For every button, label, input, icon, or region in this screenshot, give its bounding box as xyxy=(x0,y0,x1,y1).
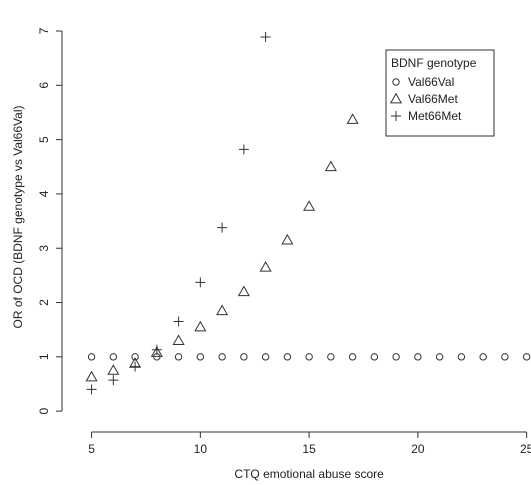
data-point xyxy=(237,285,250,297)
data-point xyxy=(479,353,487,361)
data-point xyxy=(85,370,98,382)
legend-label: Val66Met xyxy=(408,92,458,106)
data-point xyxy=(261,353,270,361)
data-point xyxy=(131,353,139,361)
data-point xyxy=(216,304,229,316)
legend: BDNF genotype Val66Val Val66Met Met66Met xyxy=(385,49,495,137)
data-point xyxy=(392,353,400,361)
y-tick-label: 5 xyxy=(37,136,51,143)
x-tick-label: 5 xyxy=(88,442,95,456)
data-points xyxy=(85,31,531,395)
y-tick-label: 4 xyxy=(37,190,51,197)
y-tick-label: 1 xyxy=(37,353,51,360)
legend-triangle-icon xyxy=(389,92,403,104)
data-point xyxy=(346,113,359,124)
data-point xyxy=(327,353,335,361)
data-point xyxy=(217,222,228,233)
data-point xyxy=(348,353,357,361)
y-tick-label: 2 xyxy=(37,299,51,306)
data-point xyxy=(107,364,120,375)
legend-label: Met66Met xyxy=(408,109,462,123)
data-point xyxy=(501,353,509,361)
data-point xyxy=(87,353,96,361)
series-val66met xyxy=(85,113,359,382)
y-axis-title: OR of OCD (BDNF genotype vs Val66Val) xyxy=(11,106,25,329)
data-point xyxy=(130,361,141,372)
data-point xyxy=(370,353,379,361)
y-tick-label: 7 xyxy=(37,27,51,34)
data-point xyxy=(150,346,163,357)
y-tick-label: 3 xyxy=(37,245,51,252)
data-point xyxy=(86,384,97,395)
series-val66val xyxy=(87,353,531,361)
data-point xyxy=(196,353,205,361)
legend-plus-icon xyxy=(391,111,401,121)
data-point xyxy=(194,320,207,332)
data-point xyxy=(457,353,466,361)
legend-label: Val66Val xyxy=(408,75,454,89)
data-point xyxy=(218,353,226,361)
data-point xyxy=(305,353,313,361)
legend-circle-icon xyxy=(392,78,400,86)
legend-title: BDNF genotype xyxy=(391,56,477,70)
data-point xyxy=(303,200,316,211)
data-point xyxy=(151,344,162,355)
x-axis-title: CTQ emotional abuse score xyxy=(234,467,384,481)
x-axis-ticks: 5 10 15 20 25 xyxy=(88,432,531,456)
legend-items: Val66Val Val66Met Met66Met xyxy=(389,75,462,123)
data-point xyxy=(108,375,119,386)
data-point xyxy=(435,353,444,361)
data-point xyxy=(324,160,337,172)
data-point xyxy=(172,334,185,345)
x-tick-label: 10 xyxy=(194,442,208,456)
x-tick-label: 25 xyxy=(520,442,531,456)
data-point xyxy=(238,144,249,155)
data-point xyxy=(195,277,206,288)
data-point xyxy=(260,31,271,42)
data-point xyxy=(174,353,183,361)
series-met66met xyxy=(86,31,271,395)
legend-box xyxy=(385,49,495,137)
y-axis-ticks: 0 1 2 3 4 5 6 7 xyxy=(37,27,62,414)
data-point xyxy=(259,261,272,272)
data-point xyxy=(414,353,422,361)
data-point xyxy=(281,233,294,245)
data-point xyxy=(109,353,118,361)
y-tick-label: 6 xyxy=(37,82,51,89)
x-tick-label: 20 xyxy=(411,442,425,456)
data-point xyxy=(240,353,248,361)
data-point xyxy=(173,316,184,327)
x-tick-label: 15 xyxy=(302,442,316,456)
data-point xyxy=(522,353,531,361)
axes: 5 10 15 20 25 0 1 2 3 4 5 6 7 xyxy=(37,27,531,456)
data-point xyxy=(283,353,292,361)
y-tick-label: 0 xyxy=(37,407,51,414)
